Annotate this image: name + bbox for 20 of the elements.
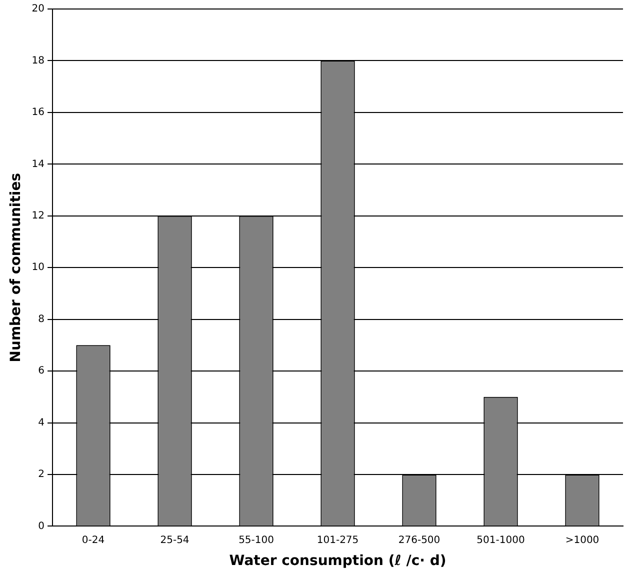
x-axis-title: Water consumption (ℓ /c· d) — [229, 553, 446, 570]
x-tick-label: 101-275 — [316, 534, 359, 546]
y-tick-label: 14 — [32, 158, 45, 170]
x-tick-label: 55-100 — [238, 534, 274, 546]
y-tick-label: 0 — [38, 520, 45, 532]
x-tick-label: >1000 — [565, 534, 600, 546]
y-tick-label: 6 — [38, 366, 45, 377]
y-tick-label: 12 — [32, 210, 45, 222]
y-tick-label: 20 — [32, 4, 45, 15]
y-tick-label: 2 — [38, 469, 45, 480]
x-tick-label: 276-500 — [398, 534, 440, 546]
x-tick-label: 0-24 — [82, 534, 105, 546]
y-axis-title: Number of communities — [8, 172, 24, 362]
y-tick-label: 8 — [38, 314, 45, 325]
x-tick-label: 25-54 — [160, 534, 190, 546]
y-tick-label: 16 — [32, 107, 45, 118]
x-tick-label: 501-1000 — [476, 534, 525, 546]
y-tick-label: 10 — [32, 262, 45, 274]
y-tick-label: 18 — [32, 55, 45, 66]
y-tick-label: 4 — [38, 417, 45, 428]
